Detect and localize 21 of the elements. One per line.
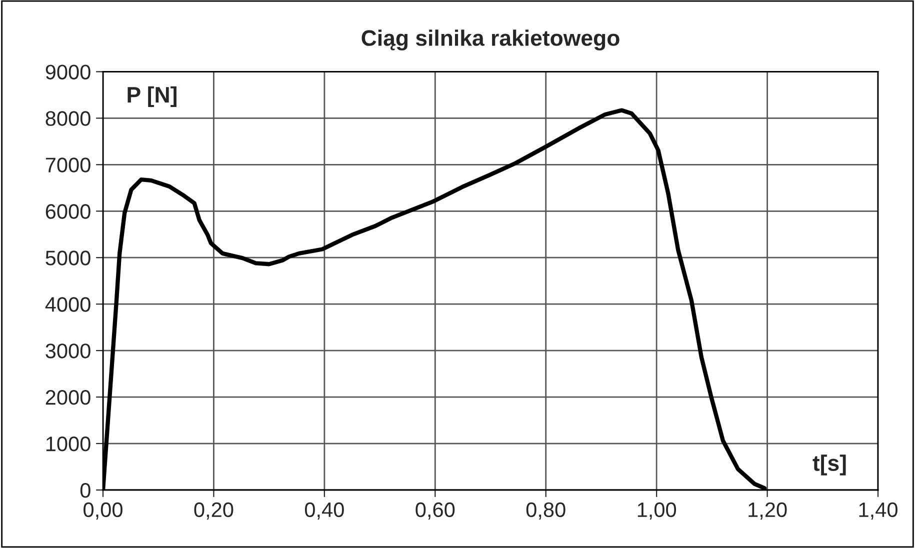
x-tick-label: 0,80 [526, 502, 566, 520]
x-tick-label: 1,40 [859, 502, 898, 520]
y-tick-label: 6000 [46, 204, 90, 219]
y-tick-label: 8000 [46, 111, 90, 126]
x-tick-label: 0,40 [304, 502, 344, 520]
y-tick-label: 5000 [46, 250, 90, 266]
y-tick-label: 9000 [46, 64, 90, 80]
x-tick-label: 1,00 [638, 502, 676, 520]
x-tick-label: 0,60 [416, 502, 455, 520]
x-tick-label: 1,20 [748, 502, 787, 520]
y-tick-label: 4000 [45, 297, 90, 312]
x-tick-label: 0,20 [194, 502, 234, 520]
y-tick-label: 1000 [46, 436, 90, 452]
y-tick-label: 0 [80, 483, 90, 498]
y-tick-label: 7000 [46, 158, 90, 172]
chart-title: Ciąg silnika rakietowego [362, 30, 620, 50]
x-tick-label: 0,00 [84, 502, 122, 520]
y-tick-label: 3000 [46, 344, 90, 358]
x-axis-title: t[s] [812, 454, 846, 476]
y-tick-label: 2000 [46, 390, 90, 405]
y-axis-title: P [N] [128, 86, 176, 108]
